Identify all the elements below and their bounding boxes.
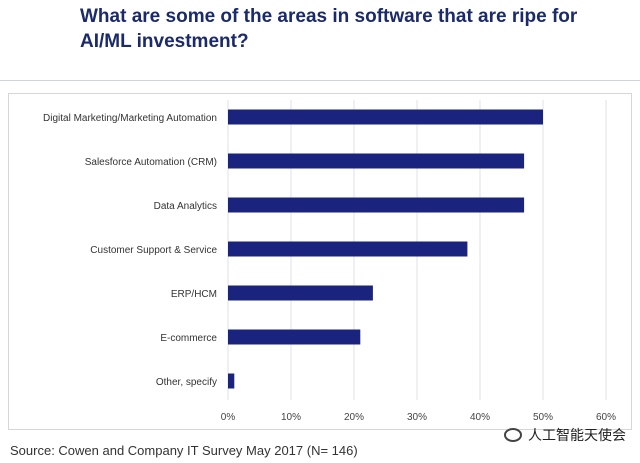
bar <box>228 153 525 169</box>
x-tick-labels: 0% 10% 20% 30% 40% 50% 60% <box>221 412 616 423</box>
category-label: ERP/HCM <box>171 289 217 300</box>
bar <box>228 109 543 125</box>
watermark: 人工智能天使会 <box>504 425 626 445</box>
chart-frame <box>8 93 632 430</box>
x-tick-label: 60% <box>596 412 616 423</box>
category-label: E-commerce <box>160 333 217 344</box>
x-tick-label: 0% <box>221 412 236 423</box>
bar <box>228 373 235 389</box>
bar-chart: Digital Marketing/Marketing Automation Sa… <box>43 100 616 423</box>
category-label: Digital Marketing/Marketing Automation <box>43 113 217 124</box>
bar <box>228 241 468 257</box>
bar <box>228 285 373 301</box>
source-note: Source: Cowen and Company IT Survey May … <box>10 443 358 458</box>
x-tick-label: 40% <box>470 412 490 423</box>
x-tick-label: 10% <box>281 412 301 423</box>
divider <box>0 80 640 81</box>
bar <box>228 197 525 213</box>
bar <box>228 329 361 345</box>
watermark-text: 人工智能天使会 <box>528 427 626 443</box>
x-tick-label: 50% <box>533 412 553 423</box>
category-label: Data Analytics <box>154 201 217 212</box>
category-label: Customer Support & Service <box>90 245 217 256</box>
x-tick-label: 30% <box>407 412 427 423</box>
chart-title: What are some of the areas in software t… <box>80 6 578 52</box>
bars <box>228 109 543 389</box>
x-tick-label: 20% <box>344 412 364 423</box>
chat-bubble-icon <box>504 428 522 442</box>
category-labels: Digital Marketing/Marketing Automation Sa… <box>43 113 217 388</box>
category-label: Other, specify <box>156 377 217 388</box>
category-label: Salesforce Automation (CRM) <box>85 157 217 168</box>
